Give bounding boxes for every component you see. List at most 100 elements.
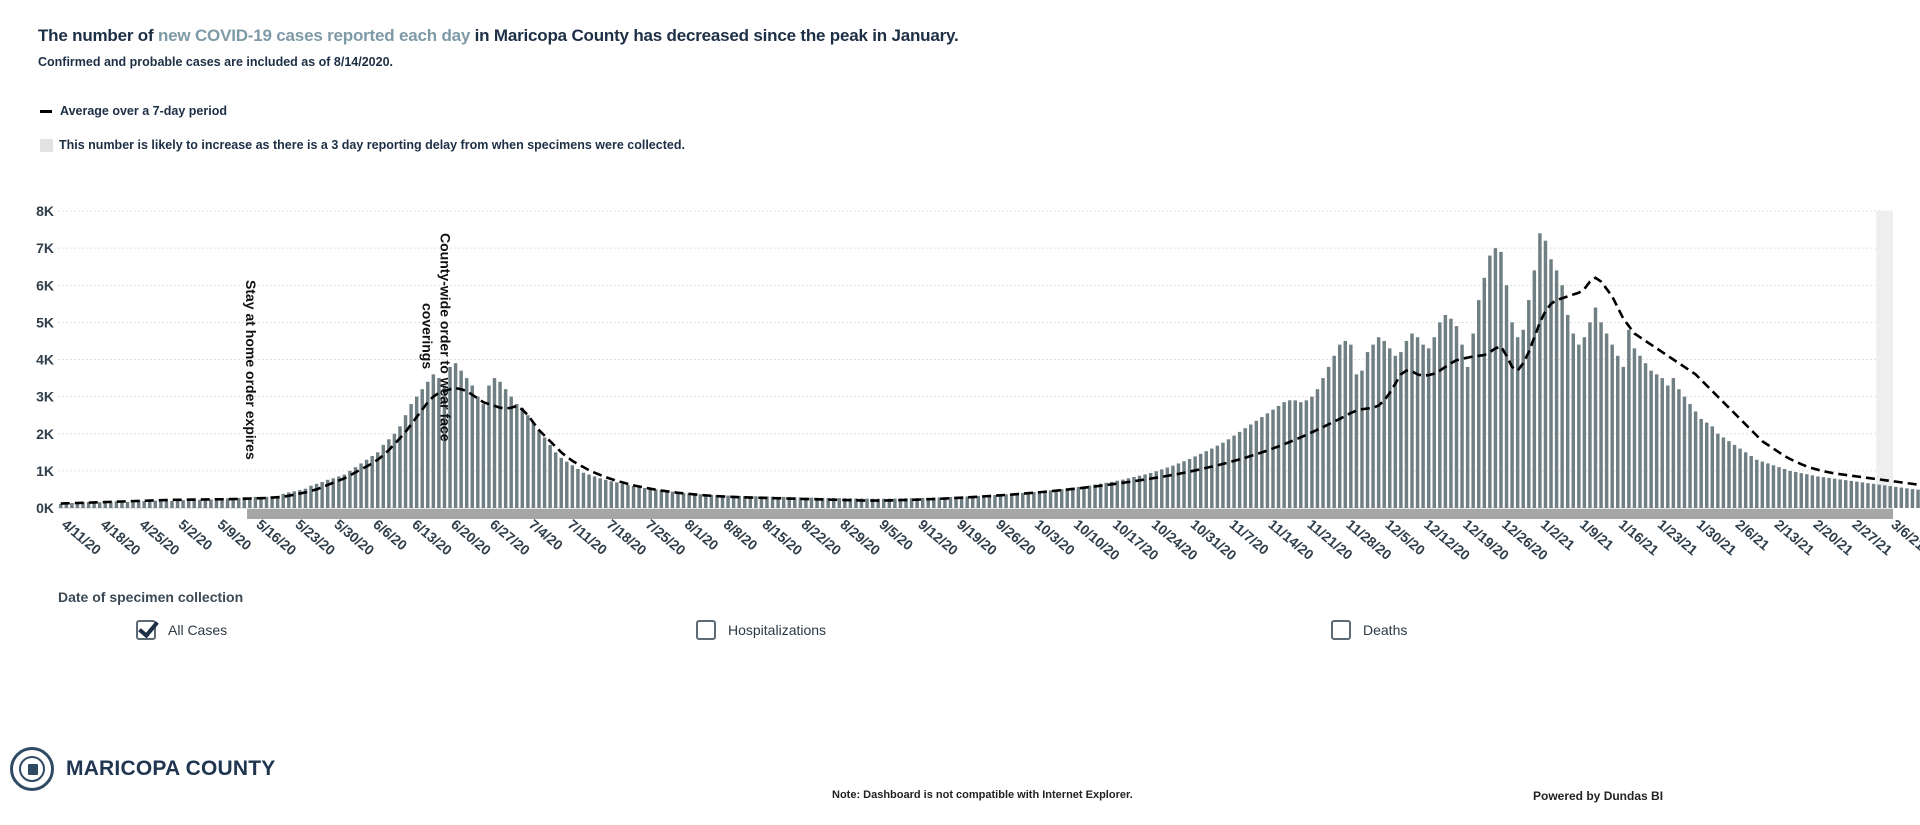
case-bar — [1654, 374, 1659, 508]
x-tick-label: 4/25/20 — [137, 516, 183, 558]
checkbox-icon[interactable] — [136, 620, 156, 640]
case-bar — [231, 498, 235, 508]
case-bar — [1137, 475, 1142, 508]
case-bar — [1660, 378, 1664, 508]
case-bar — [759, 496, 764, 508]
annotation-line: County-wide order to wear face — [437, 233, 453, 442]
case-bar — [609, 481, 614, 508]
case-bar — [59, 503, 63, 508]
x-tick-label: 9/12/20 — [915, 516, 961, 558]
case-bar — [181, 500, 185, 508]
case-bar — [1521, 329, 1525, 508]
case-bar — [531, 422, 536, 508]
case-bar — [820, 497, 825, 508]
x-tick-label: 1/23/21 — [1655, 516, 1701, 558]
case-bar — [1738, 448, 1742, 508]
case-bar — [1871, 483, 1876, 508]
logo-text: MARICOPA COUNTY — [66, 757, 276, 780]
case-bar — [720, 495, 725, 508]
case-bar — [337, 476, 341, 508]
annotations: Stay at home order expires County-wide or… — [243, 233, 454, 460]
case-bar — [1477, 300, 1481, 508]
case-bar — [1110, 481, 1114, 508]
case-bar — [331, 478, 335, 508]
case-bar — [1438, 322, 1442, 509]
case-bar — [537, 430, 541, 508]
case-bar — [198, 499, 202, 508]
reporting-delay-band — [1876, 211, 1893, 508]
case-bar — [1093, 484, 1097, 508]
case-bar — [965, 496, 969, 508]
case-bar — [492, 378, 497, 508]
case-bar — [220, 498, 224, 508]
case-bar — [1193, 456, 1197, 508]
case-bar — [559, 457, 563, 508]
case-bar — [253, 496, 258, 508]
case-bar — [1916, 489, 1920, 508]
case-bar — [209, 499, 213, 508]
case-bar — [1009, 493, 1014, 508]
case-bar — [1788, 470, 1792, 509]
case-bar — [292, 491, 297, 508]
filter-deaths[interactable]: Deaths — [1331, 620, 1407, 640]
case-bar — [1310, 396, 1314, 509]
case-bar — [1882, 485, 1887, 508]
case-bar — [704, 494, 708, 508]
case-bar — [1588, 322, 1592, 509]
checkbox-icon[interactable] — [696, 620, 716, 640]
case-bar — [320, 482, 324, 508]
case-bar — [809, 497, 814, 508]
y-tick-label: 4K — [36, 352, 54, 368]
case-bar — [97, 502, 102, 508]
case-bar — [1799, 473, 1803, 508]
case-bar — [203, 499, 208, 508]
case-bar — [259, 497, 263, 508]
case-bar — [303, 488, 308, 508]
case-bar — [186, 499, 191, 508]
county-logo[interactable]: MARICOPA COUNTY — [10, 747, 276, 791]
checkbox-icon[interactable] — [1331, 620, 1351, 640]
case-bar — [642, 487, 647, 508]
case-bar — [698, 494, 702, 508]
filter-all-cases[interactable]: All Cases — [136, 620, 227, 640]
case-bar — [1482, 277, 1487, 508]
case-bar — [81, 502, 85, 508]
case-bar — [1376, 337, 1381, 508]
case-bar — [904, 498, 908, 508]
x-tick-label: 9/19/20 — [954, 516, 1000, 558]
case-bar — [1549, 259, 1553, 508]
case-bar — [893, 498, 897, 508]
case-bar — [348, 470, 352, 509]
case-bar — [670, 491, 675, 508]
case-bar — [1360, 370, 1364, 508]
case-bar — [1532, 270, 1537, 508]
case-bar — [971, 496, 975, 508]
legend-delay-label: This number is likely to increase as the… — [59, 138, 685, 152]
case-bar — [1338, 344, 1342, 508]
case-bar — [731, 495, 736, 508]
x-tick-label: 5/9/20 — [215, 516, 255, 553]
case-bar — [982, 495, 986, 508]
filter-all-cases-label: All Cases — [168, 622, 228, 638]
case-bar — [1048, 490, 1053, 508]
filter-hospitalizations[interactable]: Hospitalizations — [696, 620, 826, 640]
case-bar — [442, 385, 447, 508]
powered-by[interactable]: Powered by Dundas BI — [1533, 789, 1664, 803]
case-bar — [920, 497, 925, 508]
headline-post: in Maricopa County has decreased since t… — [470, 26, 959, 45]
case-bar — [1349, 344, 1353, 508]
case-bar — [976, 495, 981, 508]
x-tick-label: 2/20/21 — [1810, 516, 1856, 558]
case-bar — [932, 497, 936, 508]
case-bar — [1104, 482, 1108, 508]
case-bar — [1699, 418, 1703, 508]
case-bar — [1065, 488, 1069, 508]
case-bar — [1844, 480, 1848, 508]
case-bar — [1716, 433, 1720, 508]
gridlines — [58, 210, 1894, 519]
annotation-label: County-wide order to wear facecoverings — [419, 233, 453, 442]
case-bar — [876, 498, 880, 508]
case-bar — [1098, 483, 1103, 508]
case-bar — [1827, 477, 1831, 508]
case-bar — [542, 437, 547, 508]
